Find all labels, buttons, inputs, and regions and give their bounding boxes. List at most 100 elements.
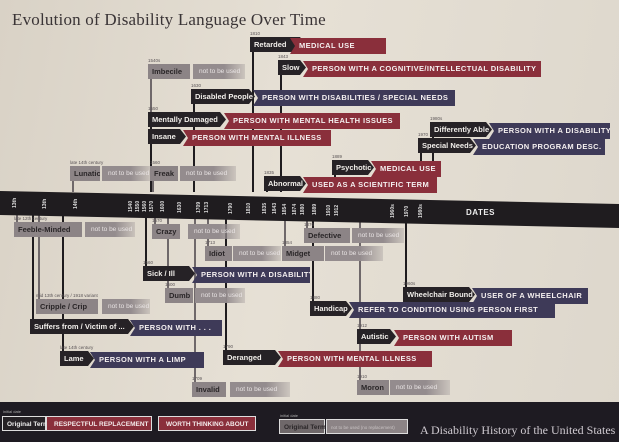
timeline-date: 1874 — [292, 203, 298, 215]
timeline-date: 1790 — [228, 201, 234, 214]
timeline-date: 1970 — [404, 205, 410, 217]
original-term: Feeble-Minded — [14, 222, 82, 237]
legend-respectful-replacement: RESPECTFUL REPLACEMENT — [46, 416, 152, 431]
replacement-term: PERSON WITH . . . — [130, 320, 222, 336]
timeline-date: 1560 — [142, 200, 148, 212]
original-term: Insane — [148, 129, 186, 144]
original-term: Autistic — [357, 329, 396, 344]
original-term: Deranged — [223, 350, 281, 365]
original-term: Mentally Damaged — [148, 112, 226, 127]
not-to-be-used-label: not to be used — [193, 64, 245, 79]
timeline-date: 1854 — [282, 203, 288, 215]
original-term: Lame — [60, 351, 94, 366]
original-term: Lunatic — [70, 166, 100, 181]
timeline-date: 1810 — [246, 202, 252, 214]
timeline-date: 1912 — [334, 204, 340, 216]
connector-line — [405, 214, 407, 289]
initial-date: 1713 — [205, 240, 216, 245]
not-to-be-used-label: not to be used — [85, 222, 135, 237]
original-term: Abnormal — [264, 176, 306, 191]
original-term: Defective — [304, 228, 350, 243]
initial-date: 1560 — [143, 260, 154, 265]
connector-line — [284, 214, 286, 248]
original-term: Crazy — [152, 224, 180, 239]
initial-date: 1600 — [165, 282, 176, 287]
legend-worth-thinking-about: WORTH THINKING ABOUT — [158, 416, 256, 431]
legend-initial-date-2: initial date — [280, 413, 299, 418]
timeline-date: 1550 — [135, 200, 141, 212]
original-term: Slow — [278, 60, 306, 75]
timeline-date: 14th — [73, 199, 79, 210]
replacement-term: PERSON WITH MENTAL ILLNESS — [278, 351, 432, 367]
page-title: Evolution of Disability Language Over Ti… — [12, 10, 326, 29]
replacement-term: PERSON WITH A DISABILITY — [489, 123, 610, 139]
timeline-date: 1709 — [196, 201, 202, 213]
not-to-be-used-label: not to be used — [102, 166, 150, 181]
original-term: Midget — [282, 246, 324, 261]
initial-date: 1790 — [223, 344, 234, 349]
replacement-term: PERSON WITH MENTAL HEALTH ISSUES — [224, 113, 400, 129]
connector-line — [334, 160, 336, 192]
original-term: Special Needs — [418, 138, 476, 153]
replacement-term: PERSON WITH MENTAL ILLNESS — [183, 130, 331, 146]
initial-date: 1630 — [191, 83, 202, 88]
initial-date: 1560 — [150, 160, 161, 165]
connector-line — [306, 214, 308, 230]
connector-line — [16, 214, 18, 224]
initial-date: 1810 — [250, 31, 261, 36]
legend-original-term-gray: Original Term — [279, 419, 326, 434]
timeline-date: 1540 — [128, 199, 134, 212]
not-to-be-used-label: not to be used — [352, 228, 404, 243]
timeline-date: 1843 — [272, 202, 278, 214]
replacement-term: PERSON WITH DISABILITIES / SPECIAL NEEDS — [253, 90, 455, 106]
replacement-term: PERSON WITH A COGNITIVE/INTELLECTUAL DIS… — [303, 61, 541, 77]
initial-date: 1570 — [152, 218, 163, 223]
initial-date: 1854 — [282, 240, 293, 245]
connector-line — [167, 214, 169, 290]
connector-line — [38, 214, 40, 301]
timeline-date: 1889 — [312, 203, 318, 215]
connector-line — [32, 214, 34, 321]
replacement-term: USER OF A WHEELCHAIR — [472, 288, 588, 304]
timeline-date: 1570 — [149, 200, 155, 212]
timeline-date: 1835 — [262, 202, 268, 214]
replacement-term: MEDICAL USE — [290, 38, 386, 54]
original-term: Freak — [150, 166, 178, 181]
not-to-be-used-label: not to be used — [230, 382, 290, 397]
initial-date: 1960s — [403, 281, 416, 286]
original-term: Psychotic — [332, 160, 374, 175]
not-to-be-used-label: not to be used — [188, 224, 240, 239]
timeline-date: 1630 — [177, 200, 183, 213]
initial-date: late 12th century — [14, 216, 48, 221]
initial-date: late 14th century — [60, 345, 94, 350]
connector-line — [150, 129, 152, 192]
dates-label: DATES — [466, 208, 496, 217]
not-to-be-used-label: not to be used — [180, 166, 236, 181]
connector-line — [225, 214, 227, 352]
original-term: Imbecile — [148, 64, 190, 79]
initial-date: 1912 — [357, 323, 368, 328]
not-to-be-used-label: not to be used — [195, 288, 245, 303]
replacement-term: EDUCATION PROGRAM DESC. — [473, 139, 605, 155]
original-term: Cripple / Crip — [36, 299, 98, 314]
initial-date: 1970 — [418, 132, 429, 137]
not-to-be-used-label: not to be used — [325, 246, 383, 261]
initial-date: 1980s — [430, 116, 443, 121]
replacement-term: PERSON WITH AUTISM — [394, 330, 512, 346]
original-term: Idiot — [205, 246, 232, 261]
not-to-be-used-label: not to be used — [102, 299, 150, 314]
original-term: Dumb — [165, 288, 193, 303]
initial-date: 1550 — [148, 106, 159, 111]
timeline-date: 13th — [42, 198, 48, 209]
initial-date: 1843 — [278, 54, 289, 59]
initial-date: 1889 — [332, 154, 343, 159]
connector-line — [154, 214, 156, 226]
original-term: Moron — [357, 380, 389, 395]
original-term: Disabled People — [191, 89, 255, 104]
replacement-term: REFER TO CONDITION USING PERSON FIRST — [349, 302, 555, 318]
initial-date: 1540s — [148, 58, 161, 63]
not-to-be-used-label: not to be used — [233, 246, 281, 261]
initial-date: 1910 — [357, 374, 368, 379]
original-term: Handicap — [310, 301, 352, 316]
